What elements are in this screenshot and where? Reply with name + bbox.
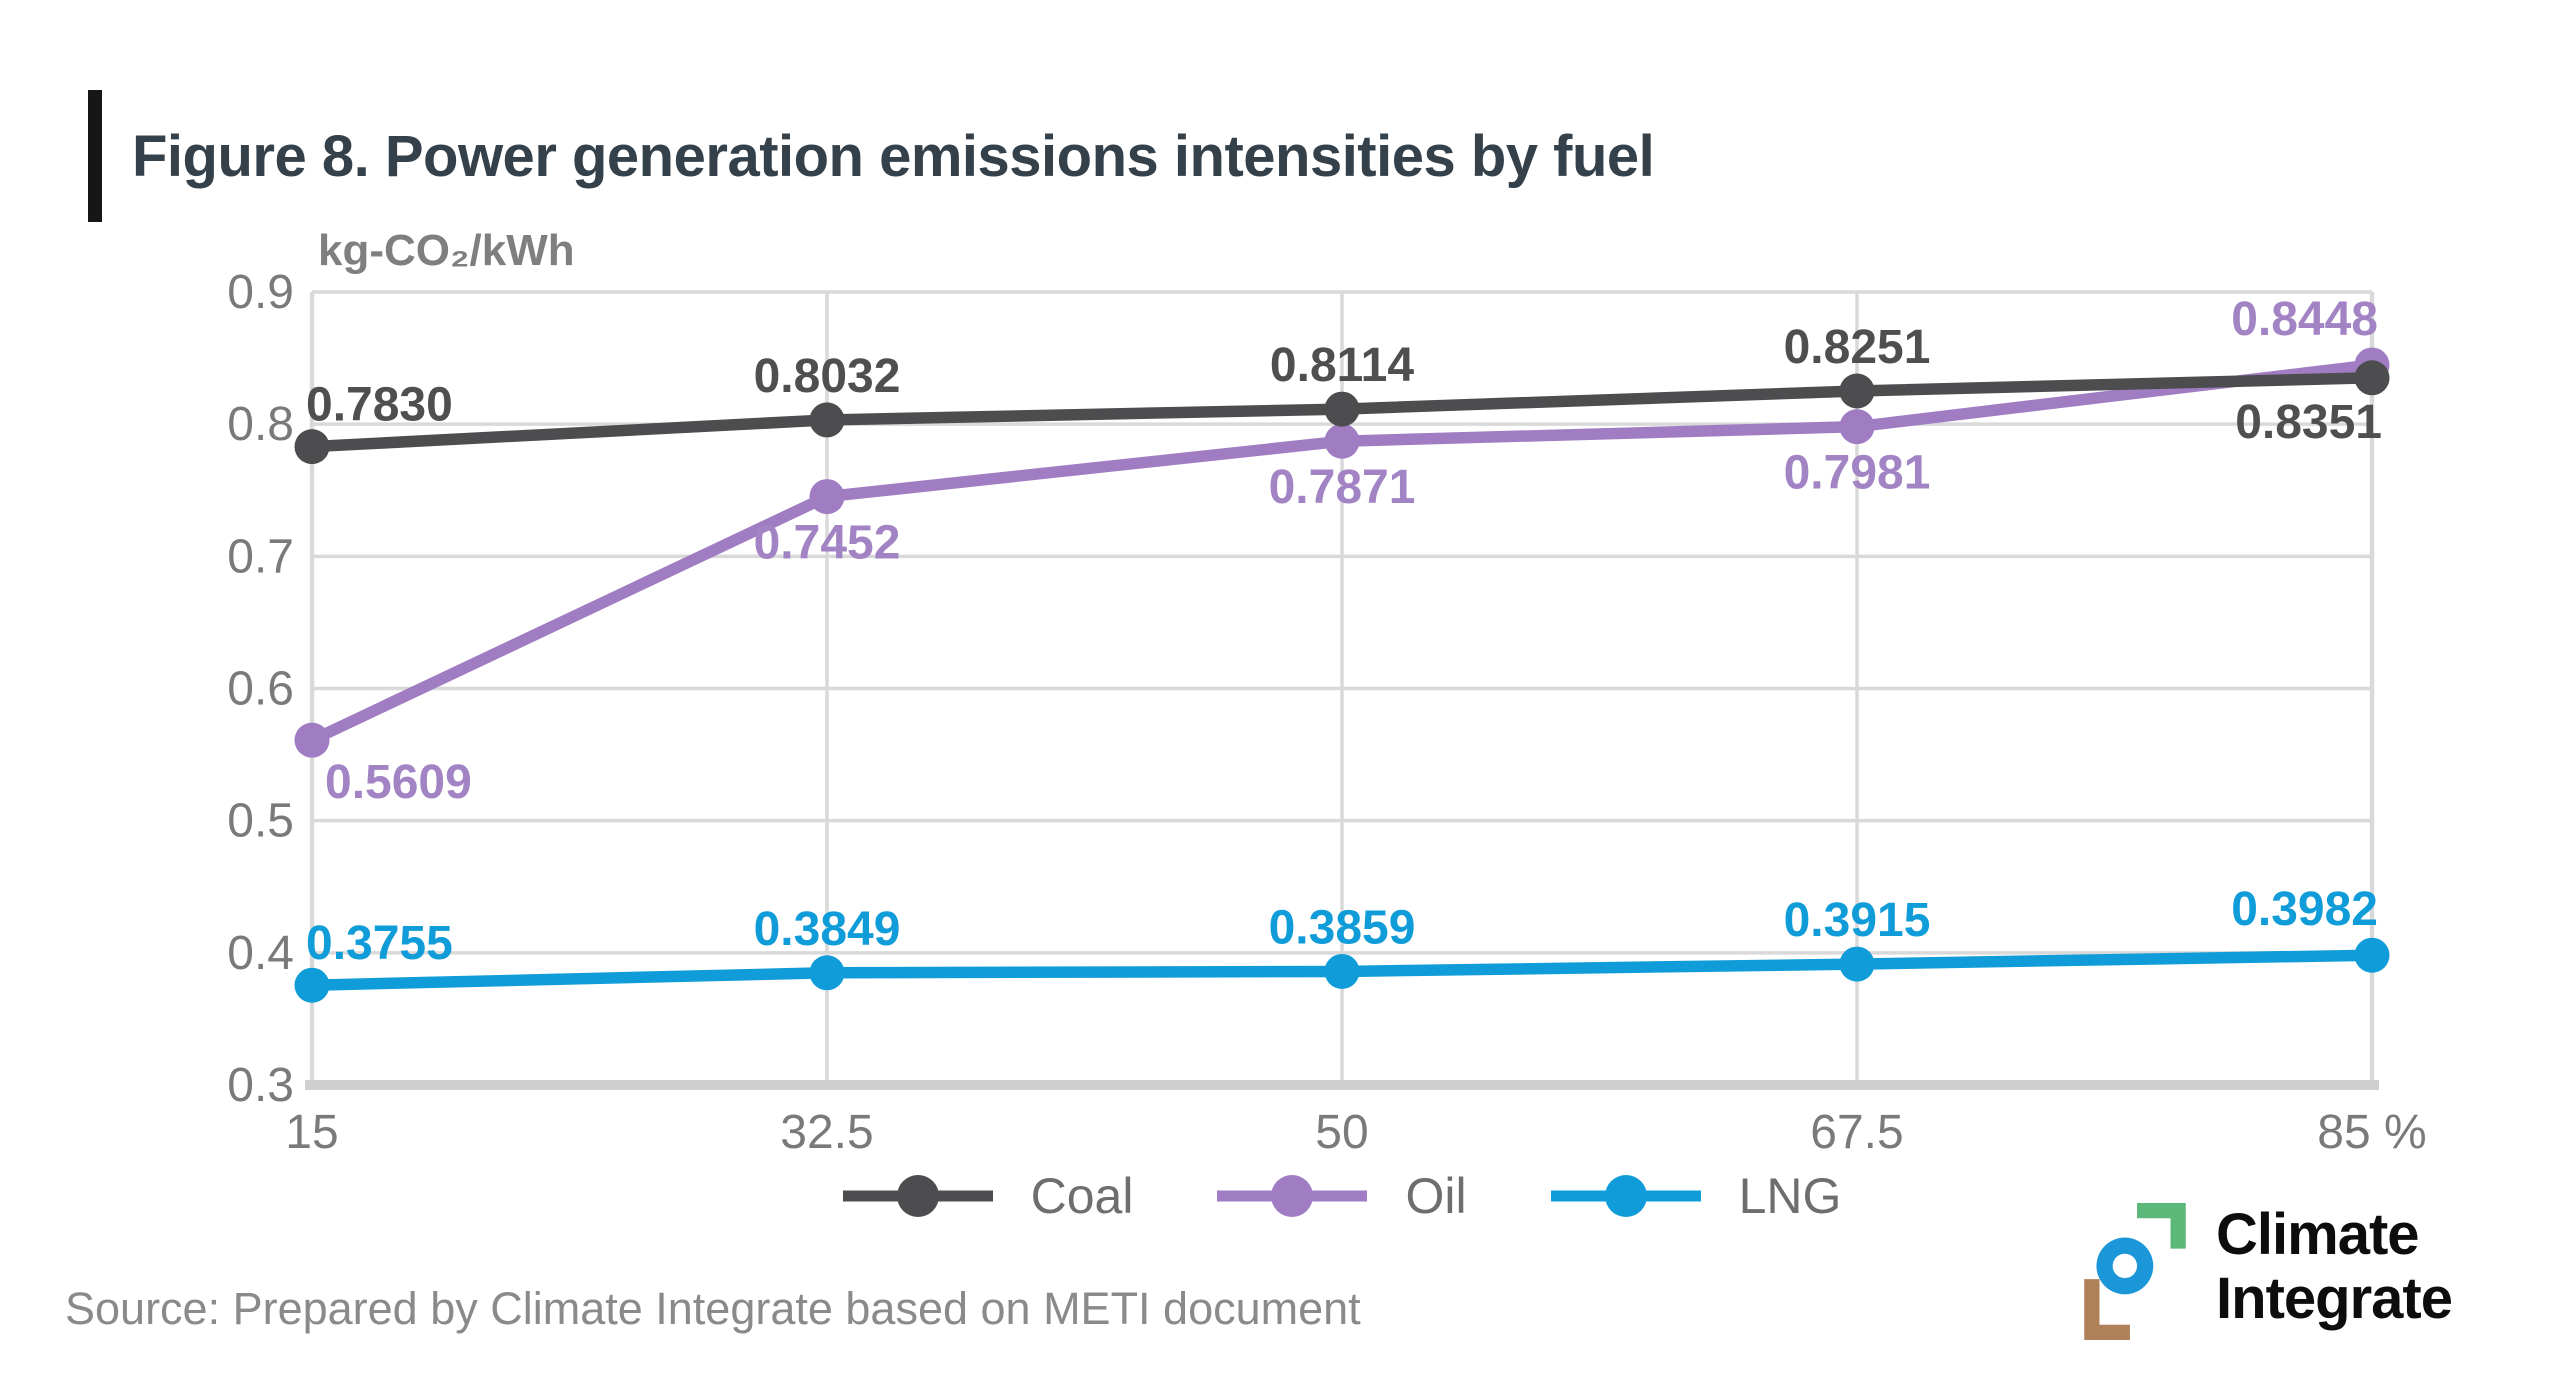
logo-brown-corner-icon <box>2084 1279 2130 1340</box>
data-label-coal: 0.7830 <box>306 379 453 432</box>
source-note: Source: Prepared by Climate Integrate ba… <box>65 1283 1361 1334</box>
data-label-oil: 0.7871 <box>1269 461 1416 514</box>
data-point-coal <box>1839 373 1875 409</box>
data-point-coal <box>2354 360 2390 396</box>
legend-label-oil: Oil <box>1405 1168 1467 1224</box>
data-point-oil <box>1839 409 1875 445</box>
data-point-oil <box>1324 423 1360 459</box>
data-point-lng <box>1839 946 1875 982</box>
logo-green-corner-icon <box>2137 1203 2186 1249</box>
legend-item-lng: LNG <box>1550 1164 1842 1228</box>
data-label-oil: 0.7452 <box>754 517 901 570</box>
page-title: Figure 8. Power generation emissions int… <box>132 123 1655 189</box>
data-point-oil <box>294 722 330 758</box>
climate-integrate-logo: Climate Integrate <box>2084 1202 2453 1340</box>
data-label-lng: 0.3755 <box>306 917 453 970</box>
data-label-lng: 0.3915 <box>1784 894 1931 947</box>
y-axis-unit-label: kg-CO₂/kWh <box>318 226 575 275</box>
data-label-lng: 0.3849 <box>754 903 901 956</box>
legend-label-lng: LNG <box>1738 1168 1842 1224</box>
x-tick-label: 67.5 <box>1810 1106 1903 1159</box>
logo-text-line2: Integrate <box>2216 1266 2453 1331</box>
legend-item-coal: Coal <box>842 1164 1134 1228</box>
x-tick-label: 32.5 <box>780 1106 873 1159</box>
data-label-coal: 0.8032 <box>754 350 901 403</box>
data-label-oil: 0.7981 <box>1784 447 1931 500</box>
data-point-oil <box>809 479 845 515</box>
y-tick-label: 0.4 <box>227 927 294 980</box>
data-label-oil: 0.5609 <box>325 756 472 809</box>
data-point-lng <box>294 967 330 1003</box>
y-tick-label: 0.8 <box>227 398 294 451</box>
data-point-lng <box>809 955 845 991</box>
legend-swatch-coal <box>842 1175 993 1217</box>
x-tick-label: 50 <box>1315 1106 1368 1159</box>
y-tick-label: 0.6 <box>227 663 294 716</box>
data-label-lng: 0.3859 <box>1269 901 1416 954</box>
legend-swatch-lng <box>1550 1175 1701 1217</box>
data-point-coal <box>1324 391 1360 427</box>
logo-text-line1: Climate <box>2216 1202 2420 1267</box>
legend-item-oil: Oil <box>1217 1164 1467 1228</box>
data-label-coal: 0.8251 <box>1784 321 1931 374</box>
data-point-coal <box>809 402 845 438</box>
y-tick-label: 0.9 <box>227 266 294 319</box>
climate-integrate-logo-mark <box>2084 1203 2186 1340</box>
data-point-lng <box>2354 937 2390 973</box>
x-tick-label: 85 % <box>2317 1106 2426 1159</box>
data-label-coal: 0.8351 <box>2235 396 2382 449</box>
y-tick-label: 0.3 <box>227 1059 294 1112</box>
data-point-lng <box>1324 953 1360 989</box>
x-tick-label: 15 <box>285 1106 338 1159</box>
chart-legend: Coal Oil LNG <box>312 1164 2372 1228</box>
legend-swatch-oil <box>1217 1175 1368 1217</box>
logo-blue-ring-icon <box>2096 1237 2154 1295</box>
data-label-lng: 0.3982 <box>2231 883 2378 936</box>
legend-label-coal: Coal <box>1030 1168 1134 1224</box>
data-label-oil: 0.8448 <box>2231 293 2378 346</box>
data-label-coal: 0.8114 <box>1270 339 1414 392</box>
y-tick-label: 0.7 <box>227 530 294 583</box>
title-accent-bar <box>88 90 102 222</box>
y-tick-label: 0.5 <box>227 795 294 848</box>
data-point-coal <box>294 429 330 465</box>
logo-wordmark: Climate Integrate <box>2216 1202 2453 1331</box>
